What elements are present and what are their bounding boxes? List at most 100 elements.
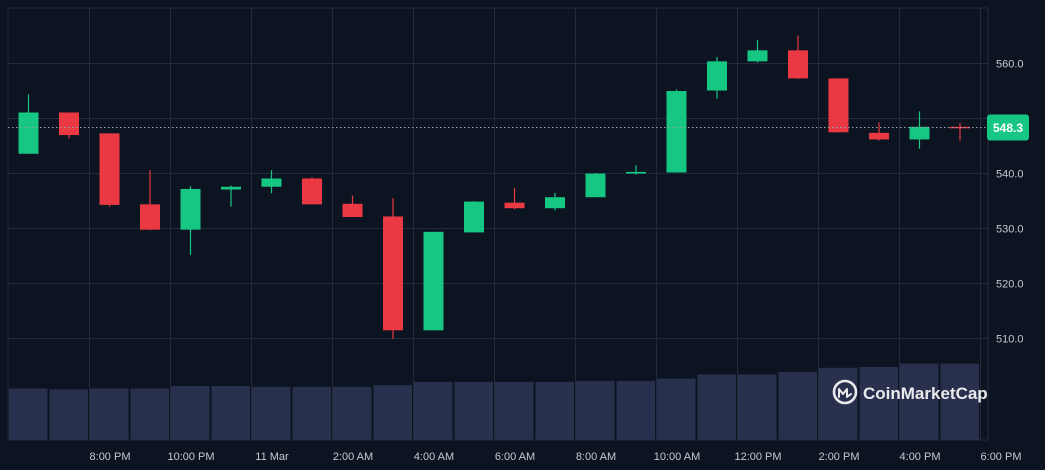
- volume-bar: [900, 363, 939, 440]
- candle: [828, 78, 849, 133]
- candle: [869, 122, 889, 141]
- grid: [7, 7, 989, 441]
- x-tick-label: 8:00 PM: [90, 451, 131, 463]
- candle: [707, 56, 727, 99]
- candle: [342, 195, 363, 217]
- x-tick-label: 12:00 PM: [734, 451, 781, 463]
- candles: [18, 35, 970, 340]
- candle-body: [302, 178, 322, 205]
- volume-bar: [9, 388, 48, 440]
- y-tick-label: 560.0: [996, 59, 1024, 71]
- candle-body: [666, 91, 687, 173]
- candle-body: [99, 133, 120, 205]
- x-tick-label: 4:00 AM: [414, 451, 454, 463]
- candle-body: [383, 216, 403, 331]
- candle: [585, 173, 606, 198]
- candle: [909, 111, 930, 149]
- y-tick-label: 530.0: [996, 224, 1024, 236]
- candle-body: [626, 171, 646, 174]
- candle-body: [909, 126, 930, 140]
- current-price-label: 548.3: [993, 121, 1023, 135]
- candle: [302, 177, 322, 205]
- volume-bars: [9, 363, 979, 440]
- candle: [788, 35, 808, 79]
- x-tick-label: 4:00 PM: [900, 451, 941, 463]
- candle-body: [747, 50, 768, 62]
- candle-body: [261, 178, 282, 187]
- volume-bar: [130, 388, 169, 440]
- candle: [950, 122, 970, 141]
- candle-body: [464, 201, 484, 233]
- volume-bar: [657, 378, 696, 440]
- volume-bar: [859, 366, 898, 440]
- volume-bar: [171, 386, 210, 440]
- candle-body: [545, 197, 565, 209]
- current-price-badge: [987, 114, 1029, 141]
- candle-body: [504, 202, 525, 209]
- candle-body: [342, 203, 363, 217]
- candle-body: [140, 204, 160, 230]
- candle-body: [423, 231, 444, 331]
- x-tick-label: 11 Mar: [255, 451, 289, 463]
- candle-body: [585, 173, 606, 198]
- watermark-text: CoinMarketCap: [863, 384, 988, 403]
- x-tick-label: 8:00 AM: [576, 451, 616, 463]
- volume-bar: [940, 363, 979, 440]
- candle: [423, 231, 444, 331]
- candle-body: [221, 186, 241, 190]
- y-tick-label: 510.0: [996, 334, 1024, 346]
- candle: [140, 170, 160, 231]
- volume-bar: [616, 381, 655, 440]
- candle: [180, 186, 201, 255]
- x-tick-label: 2:00 AM: [333, 451, 373, 463]
- volume-bar: [454, 381, 493, 440]
- volume-bar: [333, 386, 372, 440]
- candle: [59, 112, 79, 139]
- current-price-marker: 548.3: [8, 114, 1029, 141]
- candle-body: [707, 61, 727, 91]
- candle-body: [18, 112, 39, 154]
- x-tick-label: 2:00 PM: [819, 451, 860, 463]
- x-tick-label: 6:00 AM: [495, 451, 535, 463]
- volume-bar: [373, 385, 412, 440]
- volume-bar: [49, 389, 88, 440]
- volume-bar: [292, 386, 331, 440]
- candle: [383, 198, 403, 340]
- volume-bar: [697, 374, 736, 440]
- candle: [261, 170, 282, 194]
- coinmarketcap-logo-icon: [832, 379, 858, 405]
- candle: [545, 192, 565, 211]
- x-axis: 8:00 PM 10:00 PM 11 Mar 2:00 AM 4:00 AM 6:00 …: [90, 451, 1022, 463]
- volume-bar: [414, 381, 453, 440]
- volume-bar: [211, 386, 250, 440]
- candle-body: [869, 132, 889, 140]
- volume-bar: [778, 371, 817, 440]
- candle: [626, 165, 646, 175]
- volume-bar: [252, 386, 291, 440]
- candle: [464, 201, 484, 233]
- candle: [221, 185, 241, 207]
- watermark: CoinMarketCap: [832, 379, 988, 405]
- volume-bar: [819, 367, 858, 440]
- volume-bar: [576, 381, 615, 440]
- candle: [747, 39, 768, 63]
- candle-body: [828, 78, 849, 133]
- candle-body: [180, 188, 201, 230]
- volume-bar: [535, 381, 574, 440]
- candle-body: [788, 50, 808, 79]
- volume-bar: [90, 388, 129, 440]
- x-tick-label: 6:00 PM: [981, 451, 1022, 463]
- x-tick-label: 10:00 AM: [654, 451, 700, 463]
- y-tick-label: 520.0: [996, 279, 1024, 291]
- volume-bar: [495, 381, 534, 440]
- y-tick-label: 540.0: [996, 169, 1024, 181]
- y-axis: 510.0 520.0 530.0 540.0 560.0: [996, 59, 1024, 346]
- candle: [504, 187, 525, 210]
- candle: [18, 94, 39, 154]
- candle-body: [59, 112, 79, 136]
- candle: [99, 133, 120, 207]
- volume-bar: [738, 374, 777, 440]
- x-tick-label: 10:00 PM: [167, 451, 214, 463]
